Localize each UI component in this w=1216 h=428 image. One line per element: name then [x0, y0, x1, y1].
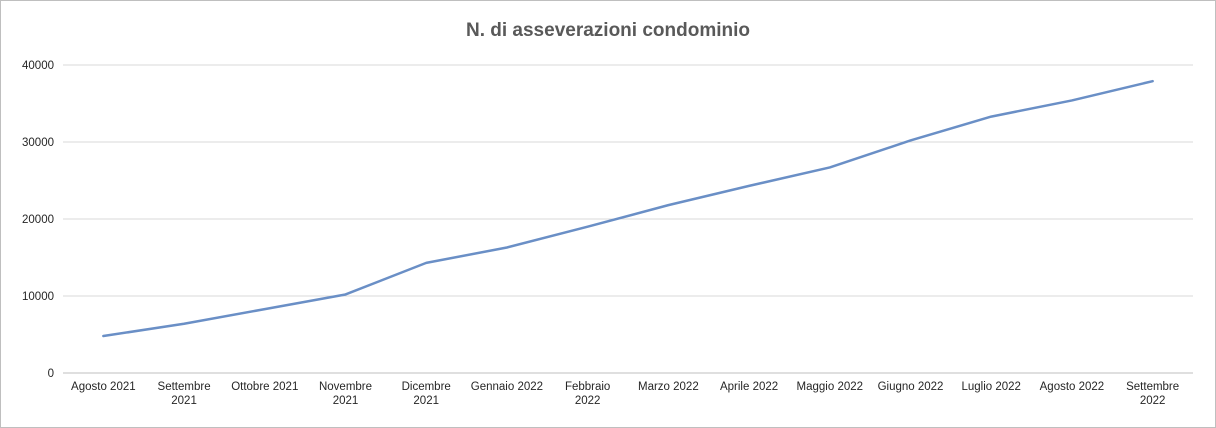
x-tick-label-line: 2022	[575, 395, 601, 407]
x-tick-label: Settembre 2021	[158, 381, 211, 407]
x-tick-label: Aprile 2022	[720, 381, 778, 393]
x-tick-label-line: Agosto 2021	[71, 381, 136, 393]
x-tick-label: Novembre 2021	[319, 381, 372, 407]
y-tick-label: 30000	[22, 137, 54, 149]
x-tick-label: Settembre 2022	[1126, 381, 1179, 407]
x-tick-label-line: Luglio 2022	[961, 381, 1020, 393]
tick-labels: 0 10000 20000 30000 40000 Agosto 2021 Settembr…	[22, 60, 1179, 407]
x-tick-label-line: Settembre	[158, 381, 211, 393]
x-tick-label: Marzo 2022	[638, 381, 699, 393]
x-tick-label-line: Giugno 2022	[878, 381, 944, 393]
y-tick-label: 20000	[22, 214, 54, 226]
x-tick-label: Febbraio 2022	[565, 381, 610, 407]
y-tick-label: 40000	[22, 60, 54, 72]
x-tick-label-line: 2022	[1140, 395, 1166, 407]
x-tick-label-line: Dicembre	[402, 381, 451, 393]
x-tick-label-line: Febbraio	[565, 381, 610, 393]
x-tick-label-line: Settembre	[1126, 381, 1179, 393]
x-tick-label: Dicembre 2021	[402, 381, 451, 407]
x-tick-label-line: Marzo 2022	[638, 381, 699, 393]
x-tick-label: Ottobre 2021	[231, 381, 298, 393]
x-tick-label: Giugno 2022	[878, 381, 944, 393]
x-tick-label: Luglio 2022	[961, 381, 1020, 393]
x-tick-label-line: Gennaio 2022	[471, 381, 543, 393]
x-tick-label-line: Maggio 2022	[797, 381, 864, 393]
x-tick-label: Agosto 2022	[1040, 381, 1105, 393]
x-tick-label-line: Agosto 2022	[1040, 381, 1105, 393]
gridlines	[63, 64, 1193, 297]
y-tick-label: 0	[48, 368, 54, 380]
x-tick-label: Gennaio 2022	[471, 381, 543, 393]
x-tick-label: Maggio 2022	[797, 381, 864, 393]
x-tick-label-line: 2021	[171, 395, 197, 407]
x-tick-label-line: 2021	[333, 395, 359, 407]
series	[102, 79, 1154, 338]
x-tick-label-line: 2021	[413, 395, 439, 407]
series-line-0	[102, 79, 1154, 338]
x-tick-label: Agosto 2021	[71, 381, 136, 393]
chart-title: N. di asseverazioni condominio	[465, 20, 750, 41]
x-tick-label-line: Ottobre 2021	[231, 381, 298, 393]
x-tick-label-line: Aprile 2022	[720, 381, 778, 393]
x-tick-label-line: Novembre	[319, 381, 372, 393]
y-tick-label: 10000	[22, 291, 54, 303]
